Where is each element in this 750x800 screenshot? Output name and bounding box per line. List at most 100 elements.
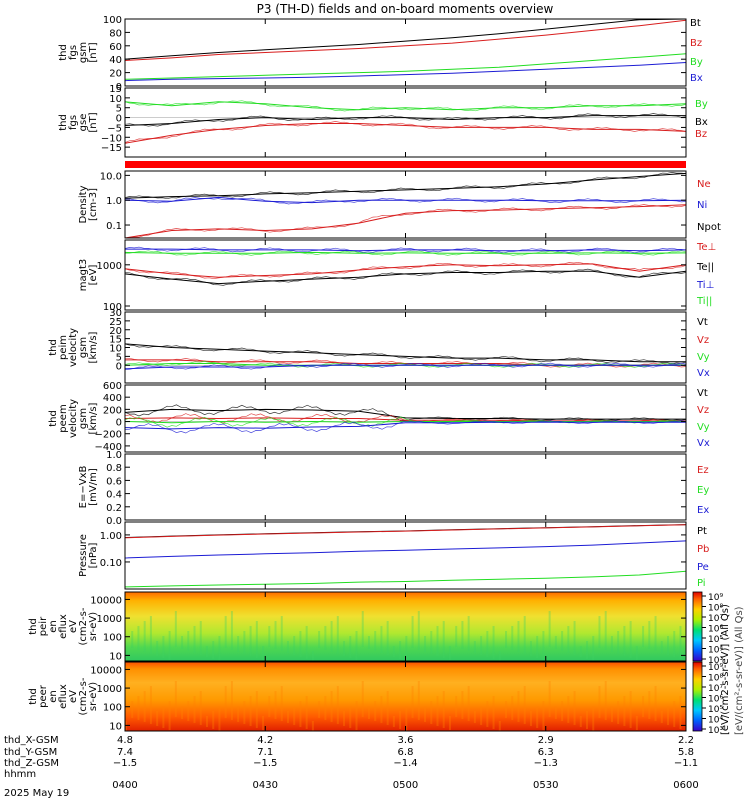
spectrogram-streak [361,681,364,717]
spectrogram-streak [660,711,663,723]
colorbar-label: [eV/(cm2-s-sr-eV)] (All Qs) [720,604,731,735]
spectrogram-streak [168,631,171,660]
x-row-value: 6.8 [398,747,414,758]
legend-Vx: Vx [697,438,710,449]
legend-Vy: Vy [697,352,710,363]
spectrogram-streak [473,711,476,723]
legend-Npot: Npot [697,222,721,233]
x-row-label: thd_Y-GSM [4,747,57,758]
y-tick-label: 10000 [90,665,122,676]
y-label-line: [nPa] [88,542,99,568]
spectrogram-streak [635,716,638,730]
series-line-green [124,251,687,254]
y-tick-label: 1.0 [106,450,122,461]
spectrogram-streak [424,706,427,722]
colorbar-tick-label: 10⁷ [708,684,723,694]
plot-area [125,312,686,383]
spectrogram-streak [523,686,526,724]
plot-area [125,454,686,520]
legend-Pb: Pb [697,544,709,555]
spectrogram-streak [131,701,134,718]
x-row-value: −1.5 [253,758,277,769]
spectrogram-streak [137,626,140,650]
series-line-blue [124,62,687,82]
spectrogram-streak [529,641,532,656]
y-tick-label: 1.00 [100,531,122,542]
spectrogram-streak [143,621,146,652]
series-noise-blue [124,197,687,205]
spectrogram-streak [243,701,246,724]
spectrogram-streak [125,721,127,731]
series-line-blue [124,540,687,559]
y-tick-label: 0.8 [106,463,122,474]
spectrogram-streak [249,696,252,726]
spectrogram-streak [673,631,676,657]
y-tick-label: 100 [103,703,122,714]
panel-pressure: Pt Pb Pe Pi 0.10 1.00 Pressure [nPa] [78,521,709,590]
x-tick-label: 0400 [112,780,137,791]
spectrogram-streak [218,706,221,731]
y-label-line: E=−VxB [78,466,89,509]
spectrogram-streak [461,691,464,719]
spectrogram-streak [299,631,302,657]
x-row-value: −1.5 [113,758,137,769]
spectrogram [125,662,686,731]
spectrogram-streak [411,616,414,648]
spectrogram-streak [467,686,470,721]
spectrogram-streak [604,681,607,720]
y-tick-label: 0 [116,114,122,125]
spectrogram-streak [367,636,370,649]
spectrogram-streak [617,701,620,724]
series-noise-green [124,250,687,256]
colorbar-tick-label: 10⁵ [708,705,723,715]
legend-Bz: Bz [695,129,707,140]
y-tick-label: 100 [103,302,122,313]
spectrogram-streak [480,706,483,725]
plot-area [125,171,686,238]
series-line-red [124,19,687,61]
spectrogram-streak [561,701,564,721]
spectrogram-streak [473,641,476,653]
spectrogram-streak [293,706,296,725]
y-tick-label: 1.0 [106,196,122,207]
series-noise-black [124,172,687,200]
y-tick-label: 200 [103,405,122,416]
spectrogram-streak [629,621,632,658]
spectrogram-streak [262,646,265,660]
series-noise-green [124,361,687,368]
spectrogram-streak [405,636,408,661]
y-tick-label: 80 [109,28,122,39]
spectrogram-streak [268,696,271,717]
colorbar-tick-label: 10⁹ [708,663,723,673]
spectrogram-streak [567,626,570,653]
spectrogram-streak [318,701,321,718]
spectrogram-streak [648,691,651,719]
x-tick-label: 0430 [253,780,278,791]
series-noise-red [124,121,687,143]
colorbar-tick-label: 10⁷ [708,614,723,624]
panel-efield: Ez Ey Ex 0.0 0.2 0.4 0.6 0.8 1.0 E=−VxB [mV/m] [78,450,709,527]
y-label-line: sr-eV) [88,612,99,641]
colorbar-tick-label: 10³ [708,656,723,666]
y-tick-label: 20 [109,69,122,80]
spectrogram-streak [243,631,246,654]
spectrogram-streak [305,626,308,659]
spectrogram-streak [660,641,663,653]
spectrogram-streak [286,641,289,653]
spectrogram-streak [143,691,146,722]
spectrogram-streak [380,696,383,723]
spectrogram-streak [635,646,638,660]
y-label-line: eV [68,690,79,703]
spectrogram-streak [218,636,221,661]
y-tick-label: 60 [109,42,122,53]
y-label-line: eflux [58,614,69,639]
y-label-line: thd [28,688,39,705]
legend-Ez: Ez [697,465,709,476]
series-noise-black [124,268,687,286]
legend-Vy: Vy [697,422,710,433]
y-tick-label: 10 [109,94,122,105]
colorbar-tick-label: 10⁸ [708,604,723,614]
spectrogram-streak [274,691,277,719]
spectrogram-streak [442,691,445,728]
